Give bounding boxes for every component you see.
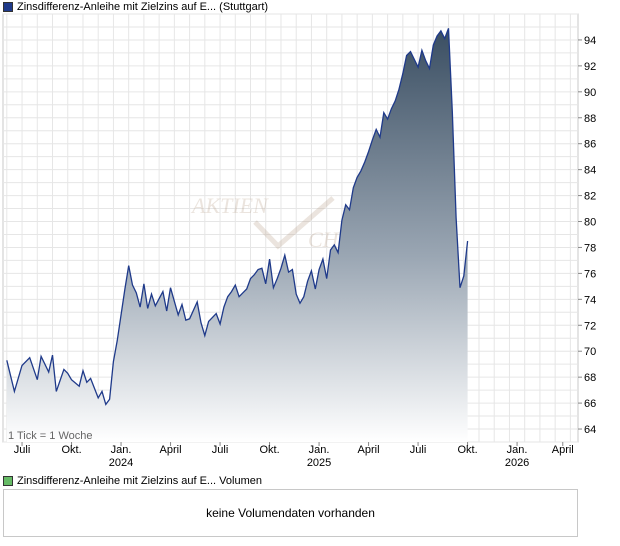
x-tick-label: Juli bbox=[14, 444, 31, 456]
price-area bbox=[6, 28, 468, 443]
x-year-label: 2025 bbox=[307, 457, 331, 469]
y-tick-label: 86 bbox=[584, 139, 596, 151]
price-chart: AKTIEN CHECK 646668707274767880828486889… bbox=[2, 13, 596, 469]
x-tick-label: Okt. bbox=[61, 444, 81, 456]
volume-label: Volumen bbox=[219, 475, 262, 487]
y-tick-label: 74 bbox=[584, 294, 596, 306]
y-tick-label: 82 bbox=[584, 191, 596, 203]
y-tick-label: 68 bbox=[584, 372, 596, 384]
watermark-check-icon bbox=[253, 196, 335, 250]
x-tick-label: Okt. bbox=[259, 444, 279, 456]
x-tick-label: April bbox=[358, 444, 380, 456]
y-tick-label: 90 bbox=[584, 87, 596, 99]
x-year-label: 2026 bbox=[505, 457, 529, 469]
y-tick-label: 92 bbox=[584, 61, 596, 73]
x-tick-label: Juli bbox=[410, 444, 427, 456]
tick-note: 1 Tick = 1 Woche bbox=[8, 430, 92, 442]
x-tick-label: April bbox=[160, 444, 182, 456]
x-tick-label: Jan. bbox=[507, 444, 528, 456]
y-tick-label: 88 bbox=[584, 113, 596, 125]
y-tick-label: 94 bbox=[584, 35, 596, 47]
y-tick-label: 84 bbox=[584, 165, 596, 177]
price-line bbox=[6, 28, 469, 406]
x-tick-label: Okt. bbox=[457, 444, 477, 456]
y-tick-label: 64 bbox=[584, 424, 596, 436]
volume-legend: Zinsdifferenz-Anleihe mit Zielzins auf E… bbox=[3, 474, 262, 488]
y-axis: 64 66 68 70 72 74 76 78 80 82 84 86 88 90 92 94 bbox=[578, 35, 596, 436]
volume-empty-message: keine Volumendaten vorhanden bbox=[206, 506, 375, 520]
y-tick-label: 66 bbox=[584, 398, 596, 410]
y-tick-label: 80 bbox=[584, 217, 596, 229]
y-tick-label: 78 bbox=[584, 242, 596, 254]
price-legend: Zinsdifferenz-Anleihe mit Zielzins auf E… bbox=[3, 0, 268, 14]
volume-panel: keine Volumendaten vorhanden bbox=[3, 489, 578, 537]
volume-legend-swatch bbox=[3, 476, 13, 486]
instrument-name: Zinsdifferenz-Anleihe mit Zielzins auf E… bbox=[17, 1, 217, 13]
y-tick-label: 70 bbox=[584, 346, 596, 358]
x-year-label: 2024 bbox=[109, 457, 133, 469]
x-tick-label: April bbox=[552, 444, 574, 456]
x-tick-label: Jan. bbox=[111, 444, 132, 456]
y-tick-label: 72 bbox=[584, 320, 596, 332]
x-tick-label: Jan. bbox=[309, 444, 330, 456]
price-legend-swatch bbox=[3, 2, 13, 12]
volume-instrument-name: Zinsdifferenz-Anleihe mit Zielzins auf E… bbox=[17, 475, 217, 487]
y-tick-label: 76 bbox=[584, 268, 596, 280]
x-tick-label: Juli bbox=[212, 444, 229, 456]
exchange-name: (Stuttgart) bbox=[219, 1, 269, 13]
watermark-line1: AKTIEN bbox=[190, 193, 269, 218]
